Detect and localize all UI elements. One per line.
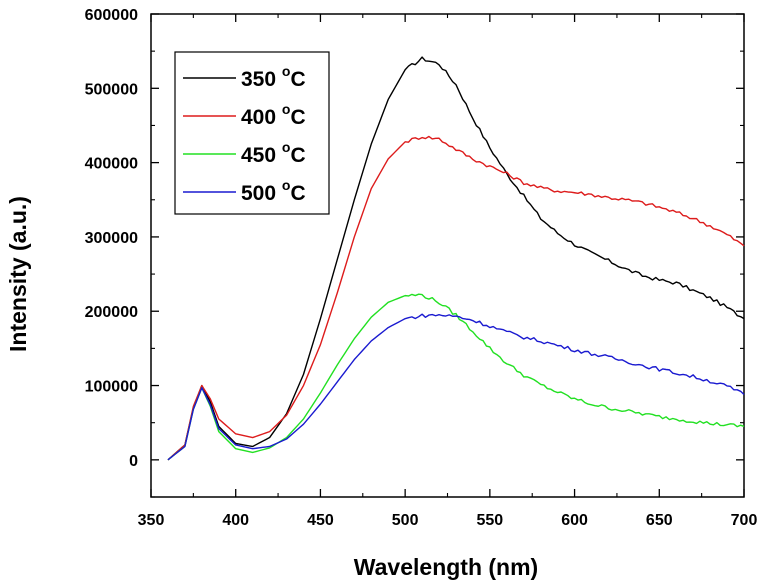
legend-label-value: 400 <box>241 106 282 129</box>
legend-label-degree: o <box>282 63 291 79</box>
legend-label-unit: C <box>290 182 305 205</box>
legend-label: 500 oC <box>241 177 306 205</box>
legend-label: 450 oC <box>241 139 306 167</box>
y-tick-label: 300000 <box>85 230 138 247</box>
series-layer <box>167 56 745 461</box>
x-tick-label: 450 <box>307 512 334 529</box>
x-tick-label: 350 <box>138 512 165 529</box>
y-tick-label: 400000 <box>85 156 138 173</box>
legend-label-degree: o <box>282 139 291 155</box>
y-tick-label: 200000 <box>85 304 138 321</box>
x-tick-label: 500 <box>392 512 419 529</box>
series-line-2 <box>167 135 745 461</box>
y-tick-label: 600000 <box>85 7 138 24</box>
x-axis-title: Wavelength (nm) <box>354 554 538 580</box>
legend-label-unit: C <box>290 144 305 167</box>
x-tick-label: 700 <box>731 512 758 529</box>
legend-label-value: 500 <box>241 182 282 205</box>
legend-label: 350 oC <box>241 63 306 91</box>
legend-label-degree: o <box>282 101 291 117</box>
x-tick-label: 400 <box>222 512 249 529</box>
x-tick-label: 600 <box>561 512 588 529</box>
legend-label-value: 450 <box>241 144 282 167</box>
x-tick-label: 650 <box>646 512 673 529</box>
legend-label-unit: C <box>290 106 305 129</box>
y-tick-label: 500000 <box>85 81 138 98</box>
series-line-1 <box>167 56 745 461</box>
series-line-3 <box>167 293 745 461</box>
plot-area: 350 400 450 500 550 600 650 700 0 100000 200000 300… <box>85 7 758 529</box>
y-tick-label: 100000 <box>85 379 138 396</box>
ticks-layer: 350 400 450 500 550 600 650 700 0 100000 200000 300… <box>85 7 758 529</box>
x-tick-label: 550 <box>477 512 504 529</box>
series-line-4 <box>167 313 745 461</box>
legend-label-unit: C <box>290 68 305 91</box>
legend-label-value: 350 <box>241 68 282 91</box>
legend-box <box>174 51 330 215</box>
y-axis-title: Intensity (a.u.) <box>5 196 31 352</box>
legend-label: 400 oC <box>241 101 306 129</box>
y-tick-label: 0 <box>129 453 138 470</box>
legend-label-degree: o <box>282 177 291 193</box>
